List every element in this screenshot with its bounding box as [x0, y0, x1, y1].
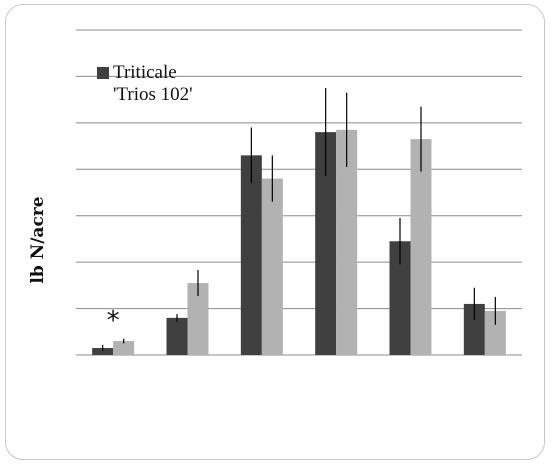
bar: [187, 283, 209, 355]
legend-swatch: [97, 67, 109, 79]
bar: [484, 310, 506, 355]
bar: [389, 241, 411, 355]
bar: [336, 129, 358, 355]
bar: [166, 317, 188, 355]
legend: Triticale 'Trios 102': [97, 62, 193, 106]
legend-entry: Triticale: [97, 62, 193, 84]
bar: [463, 303, 485, 355]
bar: [92, 348, 114, 355]
significance-marker: *: [107, 306, 120, 336]
bar: [113, 341, 135, 355]
bar: [240, 155, 262, 355]
legend-label-continued: 'Trios 102': [113, 84, 193, 105]
legend-label: Triticale: [113, 62, 177, 83]
bar: [261, 178, 283, 355]
bar: [410, 139, 432, 355]
bar: [315, 132, 337, 355]
